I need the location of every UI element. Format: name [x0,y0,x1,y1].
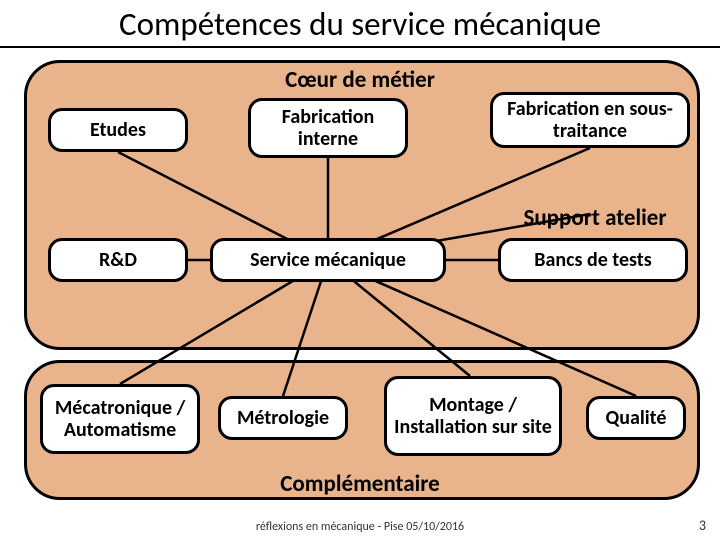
slide-title: Compétences du service mécanique [0,0,720,48]
node-fabrication-interne: Fabrication interne [248,98,408,158]
node-metrologie: Métrologie [218,396,348,440]
header-support: Support atelier [500,204,690,232]
node-mecatronique: Mécatronique / Automatisme [40,384,200,454]
node-service-mecanique: Service mécanique [210,238,446,282]
header-coeur: Cœur de métier [230,66,490,94]
footer-text: réflexions en mécanique - Pise 05/10/201… [0,520,720,534]
node-etudes: Etudes [48,108,188,152]
node-fabrication-sous-traitance: Fabrication en sous-traitance [490,92,690,148]
header-complementaire: Complémentaire [230,470,490,498]
node-montage: Montage / Installation sur site [384,376,562,456]
node-bancs-de-tests: Bancs de tests [498,238,688,282]
node-rd: R&D [48,238,188,282]
page-number: 3 [699,517,706,534]
node-qualite: Qualité [586,396,686,440]
